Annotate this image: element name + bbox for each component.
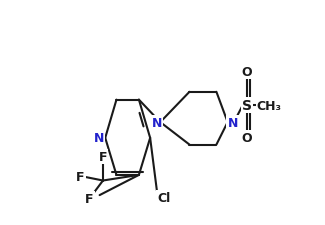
Text: N: N xyxy=(227,116,238,129)
Text: F: F xyxy=(85,192,94,205)
Text: F: F xyxy=(76,170,85,183)
Text: S: S xyxy=(242,99,252,113)
Text: N: N xyxy=(152,116,162,129)
Text: F: F xyxy=(99,151,107,164)
Text: Cl: Cl xyxy=(157,191,170,204)
Text: O: O xyxy=(241,132,252,145)
Text: CH₃: CH₃ xyxy=(257,99,282,112)
Text: N: N xyxy=(94,132,104,145)
Text: O: O xyxy=(241,66,252,79)
